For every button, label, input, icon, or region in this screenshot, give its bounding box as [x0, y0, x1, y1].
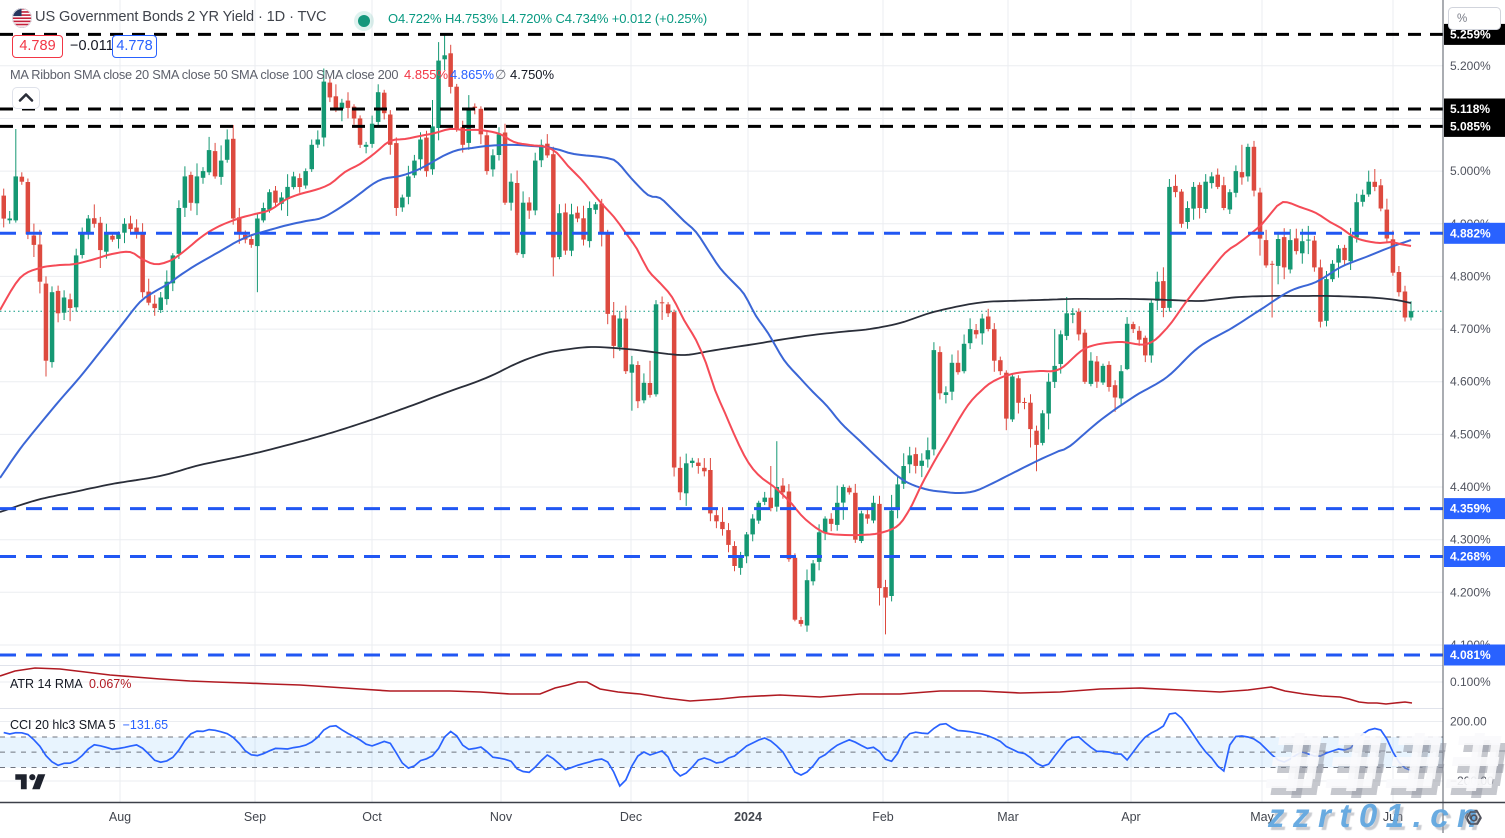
svg-text:Mar: Mar — [997, 810, 1019, 824]
svg-text:4.300%: 4.300% — [1450, 533, 1491, 547]
svg-text:5.085%: 5.085% — [1450, 119, 1491, 133]
svg-text:4.882%: 4.882% — [1450, 226, 1491, 240]
svg-text:Feb: Feb — [872, 810, 894, 824]
svg-text:4.400%: 4.400% — [1450, 480, 1491, 494]
svg-text:4.600%: 4.600% — [1450, 375, 1491, 389]
svg-text:Nov: Nov — [490, 810, 513, 824]
svg-text:4.500%: 4.500% — [1450, 427, 1491, 441]
svg-text:4.700%: 4.700% — [1450, 322, 1491, 336]
svg-text:5.259%: 5.259% — [1450, 27, 1491, 41]
svg-text:Sep: Sep — [244, 810, 266, 824]
svg-text:%: % — [1457, 13, 1467, 25]
svg-text:200.00: 200.00 — [1450, 715, 1487, 729]
svg-text:5.200%: 5.200% — [1450, 59, 1491, 73]
svg-text:0.100%: 0.100% — [1450, 675, 1491, 689]
svg-text:4.800%: 4.800% — [1450, 269, 1491, 283]
svg-text:2024: 2024 — [734, 810, 762, 824]
svg-text:Oct: Oct — [362, 810, 382, 824]
svg-text:5.118%: 5.118% — [1450, 102, 1490, 116]
svg-text:Dec: Dec — [620, 810, 642, 824]
svg-text:5.000%: 5.000% — [1450, 164, 1491, 178]
svg-text:4.359%: 4.359% — [1450, 502, 1491, 516]
svg-text:4.200%: 4.200% — [1450, 585, 1491, 599]
svg-text:4.268%: 4.268% — [1450, 550, 1491, 564]
svg-text:Apr: Apr — [1121, 810, 1140, 824]
svg-text:May: May — [1250, 810, 1274, 824]
svg-text:Aug: Aug — [109, 810, 131, 824]
svg-text:Jun: Jun — [1383, 810, 1403, 824]
svg-text:4.081%: 4.081% — [1450, 648, 1491, 662]
